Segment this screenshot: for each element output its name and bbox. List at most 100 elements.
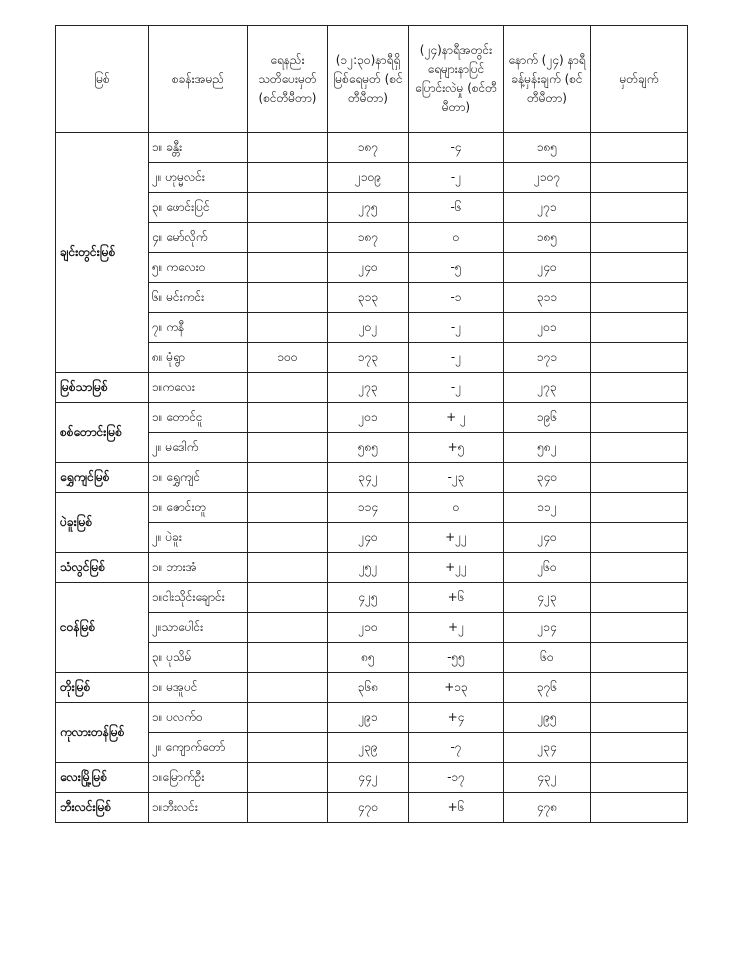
station-name: ၁။ ပလက်ဝ (148, 702, 248, 733)
forecast-level: ၁၉၆ (503, 402, 591, 433)
water-level: ၄၇၀ (327, 792, 409, 823)
level-change: +၅ (408, 432, 504, 463)
station-name: ၁။ မအူပင် (148, 672, 248, 703)
table-row: ငဝန်မြစ် ၁။ငါးသိုင်းချောင်း ၄၂၅ +၆ ၄၂၃ (55, 582, 688, 673)
water-level: ၂၉၁ (327, 702, 409, 733)
water-level: ၂၇၃ (327, 372, 409, 403)
low-warning-level (247, 162, 328, 193)
level-change: -၅ (408, 252, 504, 283)
remarks (590, 162, 688, 193)
header-remarks: မှတ်ချက် (590, 25, 688, 133)
water-level: ၂၄၀ (327, 252, 409, 283)
remarks (590, 282, 688, 313)
station-name: ၇။ ကနီ (148, 312, 248, 343)
low-warning-level: ၁၀၀ (247, 342, 328, 373)
low-warning-level (247, 522, 328, 553)
level-change: +၂ (408, 612, 504, 643)
forecast-level: ၄၃၂ (503, 762, 591, 793)
remarks (590, 552, 688, 583)
header-station: စခန်းအမည် (148, 25, 248, 133)
river-name: ဘီးလင်းမြစ် (55, 792, 149, 823)
remarks (590, 522, 688, 553)
water-level: ၁၈၇ (327, 222, 409, 253)
table-row: ၇။ ကနီ ၂၀၂ -၂ ၂၀၁ (56, 312, 688, 343)
table-row: ၃။ ပုသိမ် ၈၅ -၅၅ ၆၀ (56, 642, 688, 673)
level-change: + ၂ (408, 402, 504, 433)
table-row: ၂။ မဒေါက် ၅၈၅ +၅ ၅၈၂ (56, 432, 688, 463)
table-row: ၅။ ကလေးဝ ၂၄၀ -၅ ၂၄၀ (56, 252, 688, 283)
forecast-level: ၅၈၂ (503, 432, 591, 463)
level-change: -၂ (408, 342, 504, 373)
water-level: ၈၅ (327, 642, 409, 673)
table-row: လေးမြို့မြစ် ၁။မြောက်ဦး ၄၄၂ -၁၇ ၄၃၂ (55, 762, 688, 793)
station-name: ၂။ ဟုမ္မလင်း (148, 162, 248, 193)
table-row: စစ်တောင်းမြစ် ၁။ တောင်ငူ ၂၀၁ + ၂၁၉၆ (55, 402, 688, 463)
header-change: (၂၄)နာရီအတွင်း ရေများနာပြင် ပြောင်းလဲမှု… (408, 25, 504, 133)
station-name: ၂။ မဒေါက် (148, 432, 248, 463)
remarks (590, 582, 688, 613)
water-level: ၁၈၇ (327, 132, 409, 163)
header-forecast: နောက် (၂၄) နာရီ ခန့်မှန်းချက် (စင်တီမီတာ… (503, 25, 591, 133)
table-row: ၈။ မုံရွာ ၁၀၀ ၁၇၃ -၂ ၁၇၁ (56, 342, 688, 373)
river-name: ရွှေကျင်မြစ် (55, 462, 149, 493)
forecast-level: ၂၇၃ (503, 372, 591, 403)
remarks (590, 702, 688, 733)
station-name: ၄။ မော်လိုက် (148, 222, 248, 253)
low-warning-level (247, 222, 328, 253)
forecast-level: ၁၇၁ (503, 342, 591, 373)
table-row: ဘီးလင်းမြစ် ၁။ဘီးလင်း ၄၇၀ +၆ ၄၇၈ (55, 792, 688, 823)
station-name: ၂။ ပဲခူး (148, 522, 248, 553)
level-change: +၆ (408, 582, 504, 613)
table-row: ပဲခူးမြစ် ၁။ ဇောင်းတူ ၁၁၄၀၁၁၂ (55, 492, 688, 553)
remarks (590, 612, 688, 643)
station-name: ၈။ မုံရွာ (148, 342, 248, 373)
table-row: တိုးမြစ် ၁။ မအူပင် ၃၆၈ +၁၃ ၃၇၆ (55, 672, 688, 703)
water-level: ၂၄၀ (327, 522, 409, 553)
low-warning-level (247, 732, 328, 763)
low-warning-level (247, 582, 328, 613)
table-row: ၂။သာပေါင်း ၂၁၀ +၂ ၂၁၄ (56, 612, 688, 643)
water-level: ၁၇၃ (327, 342, 409, 373)
remarks (590, 732, 688, 763)
low-warning-level (247, 792, 328, 823)
remarks (590, 642, 688, 673)
table-row: ၂။ ကျောက်တော် ၂၃၉ -၇ ၂၃၄ (56, 732, 688, 763)
river-name: ကုလားတန်မြစ် (55, 702, 149, 763)
remarks (590, 462, 688, 493)
river-name: လေးမြို့မြစ် (55, 762, 149, 793)
river-name: တိုးမြစ် (55, 672, 149, 703)
forecast-level: ၁၈၅ (503, 222, 591, 253)
level-change: +၄ (408, 702, 504, 733)
forecast-level: ၂၉၅ (503, 702, 591, 733)
water-level: ၄၂၅ (327, 582, 409, 613)
station-name: ၁။ ခန္တီး (148, 132, 248, 163)
low-warning-level (247, 492, 328, 523)
forecast-level: ၂၇၁ (503, 192, 591, 223)
water-level: ၂၅၂ (327, 552, 409, 583)
water-level: ၂၀၂ (327, 312, 409, 343)
level-change: +၂၂ (408, 552, 504, 583)
low-warning-level (247, 132, 328, 163)
station-name: ၂။သာပေါင်း (148, 612, 248, 643)
low-warning-level (247, 432, 328, 463)
level-change: +၂၂ (408, 522, 504, 553)
forecast-level: ၂၃၄ (503, 732, 591, 763)
station-name: ၁။ တောင်ငူ (148, 402, 248, 433)
forecast-level: ၃၇၆ (503, 672, 591, 703)
header-low-warning: ရေနည်း သတိပေးမှတ် (စင်တီမီတာ) (247, 25, 328, 133)
table-row: ၄။ မော်လိုက် ၁၈၇၀၁၈၅ (56, 222, 688, 253)
forecast-level: ၂၁၀၇ (503, 162, 591, 193)
station-name: ၁။ကလေး (148, 372, 248, 403)
low-warning-level (247, 312, 328, 343)
forecast-level: ၆၀ (503, 642, 591, 673)
station-name: ၁။ ဇောင်းတူ (148, 492, 248, 523)
river-name: ပဲခူးမြစ် (55, 492, 149, 553)
level-change: ၀ (408, 492, 504, 523)
river-water-level-table: မြစ် စခန်းအမည် ရေနည်း သတိပေးမှတ် (စင်တီမ… (55, 25, 688, 823)
low-warning-level (247, 462, 328, 493)
station-name: ၃။ ပုသိမ် (148, 642, 248, 673)
header-row: မြစ် စခန်းအမည် ရေနည်း သတိပေးမှတ် (စင်တီမ… (55, 25, 688, 133)
level-change: -၅၅ (408, 642, 504, 673)
level-change: -၂၃ (408, 462, 504, 493)
table-row: ၂။ ဟုမ္မလင်း ၂၁၀၉ -၂ ၂၁၀၇ (56, 162, 688, 193)
